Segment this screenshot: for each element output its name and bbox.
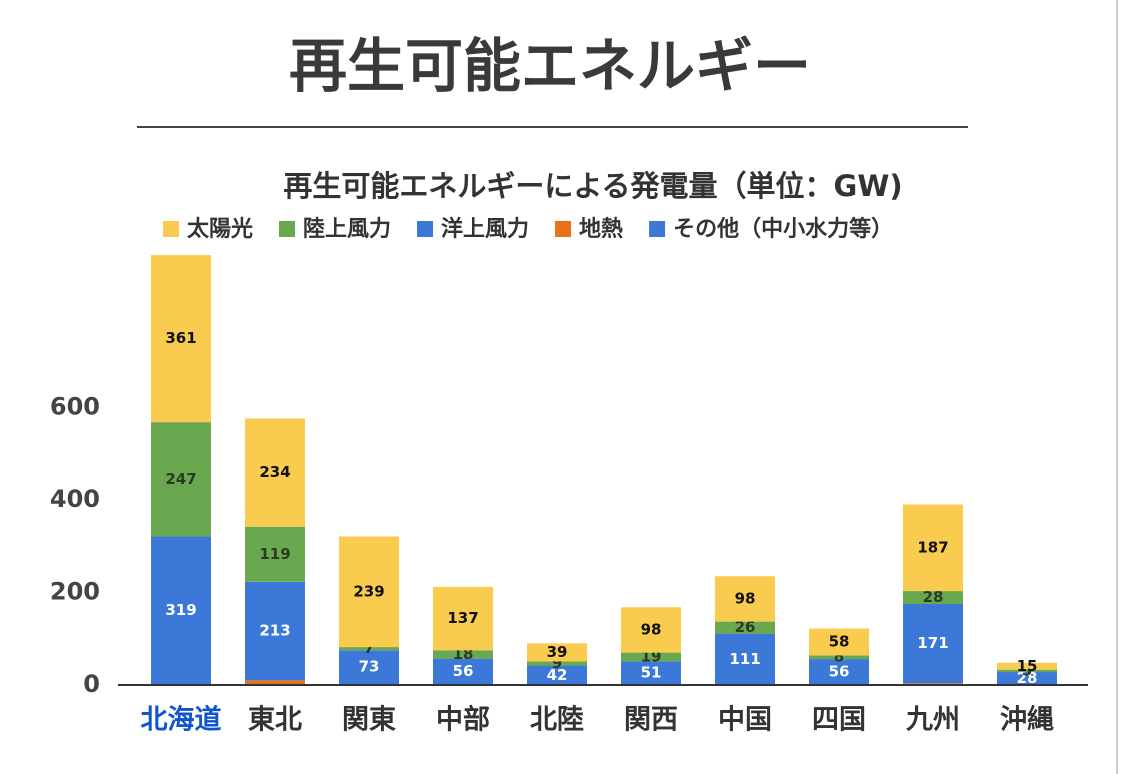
x-tick-label: 中部 (436, 704, 490, 736)
data-label: 8 (834, 648, 844, 666)
data-label: 98 (735, 589, 756, 607)
data-label: 98 (641, 620, 662, 638)
bar-segment (151, 255, 211, 423)
data-label: 26 (735, 618, 756, 636)
x-tick-label: 東北 (248, 705, 302, 736)
data-label: 119 (259, 545, 290, 563)
y-tick-label: 600 (50, 392, 100, 420)
data-label: 137 (447, 609, 478, 627)
bar-segment (997, 672, 1057, 685)
bar-segment (245, 418, 305, 527)
bar-segment (809, 659, 869, 685)
x-tick-label: 北陸 (530, 705, 584, 736)
x-tick-label: 北海道 (141, 704, 222, 736)
page-title: 再生可能エネルギー (289, 32, 811, 100)
bar-segment (339, 536, 399, 648)
data-label: 28 (923, 588, 944, 606)
data-label: 56 (829, 663, 850, 681)
data-label: 42 (547, 666, 568, 684)
legend-label: その他（中小水力等） (673, 216, 893, 242)
x-tick-label: 中国 (718, 705, 772, 736)
bar-segment (245, 526, 305, 582)
bar-segment (715, 576, 775, 622)
legend: 太陽光 陸上風力 洋上風力 地熱 その他（中小水力等） (163, 216, 893, 242)
legend-label: 陸上風力 (303, 216, 391, 242)
bar-segment (997, 662, 1057, 670)
bar-segment (715, 621, 775, 634)
bar-segment (809, 655, 869, 660)
data-label: 39 (547, 643, 568, 661)
bar-segment (527, 661, 587, 666)
chart-title: 再生可能エネルギーによる発電量（単位：GW) (283, 169, 902, 203)
x-tick-label: 九州 (906, 705, 960, 736)
bar-segment (621, 652, 681, 662)
bar-segment (903, 504, 963, 592)
bar-segment (245, 680, 305, 685)
data-label: 187 (917, 538, 948, 556)
data-label: 28 (1017, 669, 1038, 687)
bar-segment (527, 643, 587, 662)
bar-segment (433, 650, 493, 659)
bar-segment (621, 661, 681, 685)
bar-segment (245, 581, 305, 681)
legend-label: 地熱 (579, 216, 623, 242)
x-tick-label: 関東 (342, 705, 396, 736)
bar-segment (621, 607, 681, 653)
y-tick-label: 400 (50, 485, 100, 513)
data-label: 7 (364, 639, 374, 657)
data-label: 15 (1017, 657, 1038, 675)
bar-segment (151, 536, 211, 685)
x-tick-label: 沖縄 (1000, 705, 1054, 736)
plot: 0 200 400 600 319 213 73 56 42 51 111 56 171 28 247 119… (50, 255, 1088, 736)
legend-swatch (279, 221, 296, 237)
bar-segment (527, 665, 587, 685)
bar-segment (339, 650, 399, 685)
bar-segment (433, 586, 493, 651)
data-label: 319 (165, 601, 196, 619)
legend-swatch (649, 221, 666, 237)
bar-segment (433, 658, 493, 685)
x-tick-label: 関西 (624, 705, 678, 736)
data-label: 58 (829, 632, 850, 650)
legend-swatch (417, 221, 434, 237)
data-label: 247 (165, 470, 196, 488)
data-label: 9 (552, 654, 562, 672)
bar-segment (903, 604, 963, 684)
bar-segment (339, 647, 399, 651)
bar-segment (997, 669, 1057, 673)
bar-segment (903, 591, 963, 605)
data-label: 234 (259, 463, 290, 481)
data-label: 361 (165, 329, 196, 347)
legend-label: 洋上風力 (441, 216, 529, 242)
y-tick-label: 0 (83, 670, 100, 698)
bar-segment (809, 628, 869, 656)
data-label: 73 (359, 658, 380, 676)
bar-segment (151, 422, 211, 537)
y-tick-label: 200 (50, 577, 100, 605)
data-label: 5 (1022, 661, 1032, 679)
x-tick-label: 四国 (812, 705, 866, 736)
legend-label: 太陽光 (187, 217, 253, 242)
data-label: 213 (259, 622, 290, 640)
data-label: 239 (353, 582, 384, 600)
legend-swatch (163, 221, 179, 237)
bar-segment (715, 633, 775, 685)
data-label: 51 (641, 664, 662, 682)
data-label: 171 (917, 634, 948, 652)
legend-swatch (555, 221, 572, 237)
data-label: 56 (453, 662, 474, 680)
data-label: 111 (729, 650, 760, 668)
